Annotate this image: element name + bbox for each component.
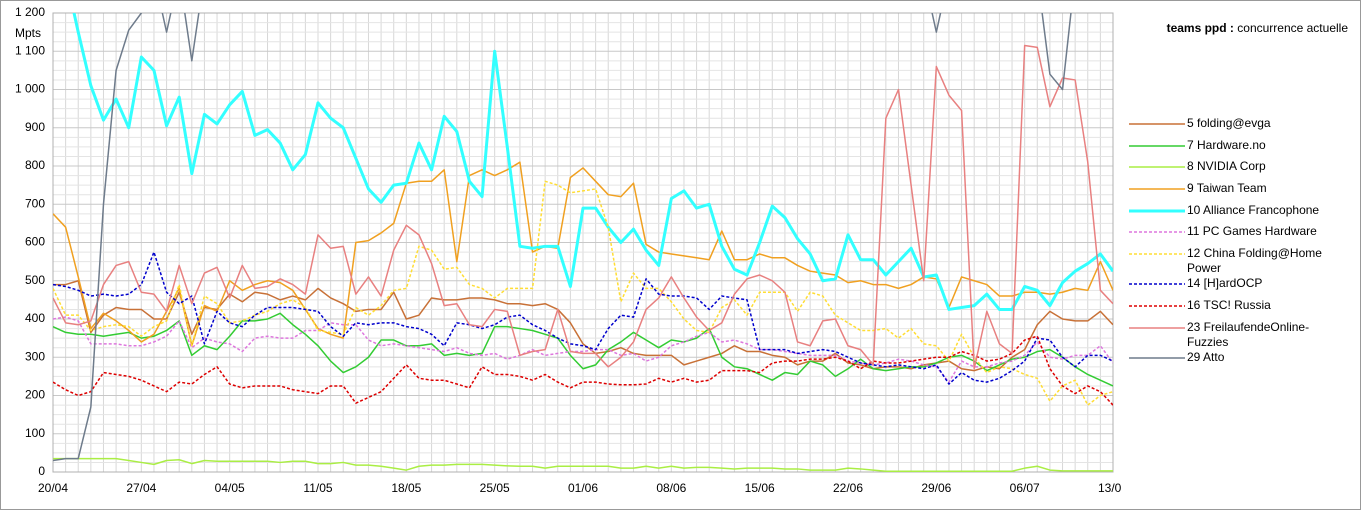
series-line [53,335,1113,406]
legend-swatch [1129,231,1185,234]
legend-swatch [1129,209,1185,213]
y-tick-label: 1 100 [15,43,45,57]
legend-label: 11 PC Games Hardware [1187,224,1317,239]
legend-swatch [1129,123,1185,125]
series-line [53,44,1113,370]
series-line [53,316,1113,383]
x-tick-label: 22/06 [833,481,863,495]
x-tick-label: 11/05 [303,481,332,495]
legend-label: 29 Atto [1187,349,1225,364]
x-tick-label: 06/07 [1010,481,1040,495]
x-tick-label: 08/06 [656,481,686,495]
series-line [72,13,1113,311]
y-tick-label: 1 200 [15,5,45,19]
legend-label: 16 TSC! Russia [1187,297,1271,312]
legend-label: 5 folding@evga [1187,116,1271,130]
series-line [53,13,1072,462]
legend-item: 10 Alliance Francophone [1127,203,1347,225]
legend-label: 23 FreilaufendeOnline-Fuzzies [1187,319,1310,349]
x-tick-label: 20/04 [38,481,68,495]
series-line [53,180,1113,406]
y-tick-label: 0 [38,464,45,478]
legend-swatch [1129,188,1185,190]
legend: 5 folding@evga 7 Hardware.no 8 NVIDIA Corp… [1127,116,1347,371]
title-block: teams ppd : concurrence actuelle [1167,21,1348,35]
series-line [53,457,1113,472]
y-tick-label: 700 [25,196,45,210]
legend-item: 8 NVIDIA Corp [1127,159,1347,181]
x-tick-label: 15/06 [745,481,775,495]
legend-swatch [1129,305,1185,307]
legend-swatch [1129,283,1185,285]
title: teams ppd : [1166,21,1234,35]
legend-item: 9 Taiwan Team [1127,181,1347,203]
legend-label: 7 Hardware.no [1187,137,1266,152]
x-tick-label: 01/06 [568,481,598,495]
x-tick-label: 13/07 [1098,481,1121,495]
legend-label: 9 Taiwan Team [1187,181,1267,196]
legend-swatch [1129,326,1185,329]
legend-swatch [1129,253,1185,255]
legend-item: 11 PC Games Hardware [1127,224,1347,246]
legend-item: 12 China Folding@Home Power [1127,246,1347,276]
legend-item: 7 Hardware.no [1127,138,1347,160]
y-tick-label: 900 [25,120,45,134]
plot-frame [52,12,1114,473]
series-line [53,312,1113,387]
subtitle: concurrence actuelle [1237,21,1348,35]
x-tick-label: 04/05 [215,481,245,495]
legend-label: 8 NVIDIA Corp [1187,159,1266,174]
legend-swatch [1129,166,1185,169]
series-group [53,13,1113,472]
x-tick-label: 27/04 [126,481,156,495]
x-tick-label: 18/05 [391,481,421,495]
chart: Mpts 0 100 200 300 400 500 600 700 800 900 1 000 1 … [15,5,1128,495]
y-tick-label: 100 [25,426,45,440]
x-tick-label: 25/05 [480,481,510,495]
y-axis-label: Mpts [15,26,41,40]
y-tick-label: 600 [25,235,45,249]
legend-item: 5 folding@evga [1127,116,1347,138]
y-tick-label: 800 [25,158,45,172]
legend-item: 14 [H]ardOCP [1127,276,1347,298]
y-tick-label: 500 [25,273,45,287]
legend-swatch [1129,356,1185,359]
legend-item: 23 FreilaufendeOnline-Fuzzies [1127,320,1347,350]
legend-item: 16 TSC! Russia [1127,298,1347,320]
x-tick-label: 29/06 [921,481,951,495]
legend-label: 12 China Folding@Home Power [1187,246,1322,276]
y-tick-label: 200 [25,388,45,402]
legend-label: 14 [H]ardOCP [1187,276,1263,291]
y-tick-label: 300 [25,349,45,363]
series-line [53,251,1113,385]
legend-swatch [1129,144,1185,147]
legend-item: 29 Atto [1127,350,1347,372]
y-tick-label: 1 000 [15,82,45,96]
legend-label: 10 Alliance Francophone [1187,202,1320,217]
y-tick-label: 400 [25,311,45,325]
